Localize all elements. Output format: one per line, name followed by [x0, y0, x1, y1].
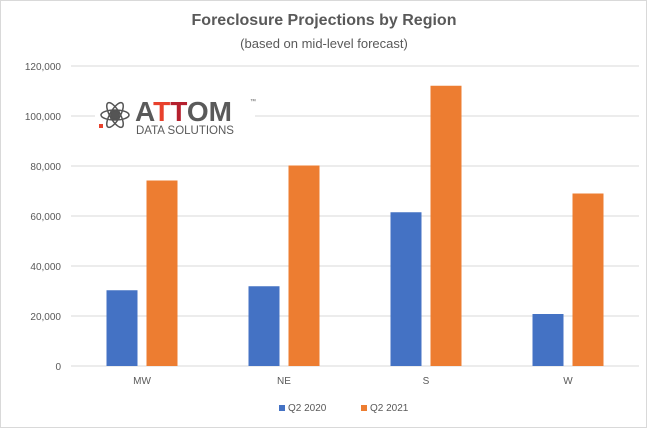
x-tick-label: S: [423, 376, 430, 387]
chart-subtitle: (based on mid-level forecast): [240, 36, 408, 51]
y-tick-label: 20,000: [30, 312, 61, 323]
legend-swatch: [279, 405, 285, 411]
y-tick-label: 80,000: [30, 162, 61, 173]
legend-label: Q2 2021: [370, 403, 409, 414]
attom-logo: ATTOM ™ DATA SOLUTIONS: [95, 93, 256, 137]
y-tick-label: 120,000: [25, 62, 62, 73]
logo-tm: ™: [250, 98, 256, 105]
chart-title: Foreclosure Projections by Region: [192, 12, 457, 29]
bar-w-q2-2021: [572, 193, 604, 366]
bar-mw-q2-2021: [146, 180, 178, 366]
x-tick-label: NE: [277, 376, 291, 387]
x-tick-label: W: [563, 376, 573, 387]
y-tick-label: 0: [55, 362, 61, 373]
bar-w-q2-2020: [532, 314, 564, 366]
logo-wordmark: ATTOM: [135, 96, 232, 127]
legend-swatch: [361, 405, 367, 411]
y-tick-label: 100,000: [25, 112, 62, 123]
bar-ne-q2-2020: [248, 286, 280, 366]
bar-mw-q2-2020: [106, 290, 138, 366]
bar-s-q2-2021: [430, 85, 462, 366]
bar-s-q2-2020: [390, 212, 422, 366]
logo-tagline: DATA SOLUTIONS: [136, 125, 234, 137]
y-tick-label: 40,000: [30, 262, 61, 273]
x-tick-label: MW: [133, 376, 151, 387]
bar-ne-q2-2021: [288, 165, 320, 366]
legend-label: Q2 2020: [288, 403, 327, 414]
y-tick-label: 60,000: [30, 212, 61, 223]
atom-icon: [99, 101, 130, 129]
